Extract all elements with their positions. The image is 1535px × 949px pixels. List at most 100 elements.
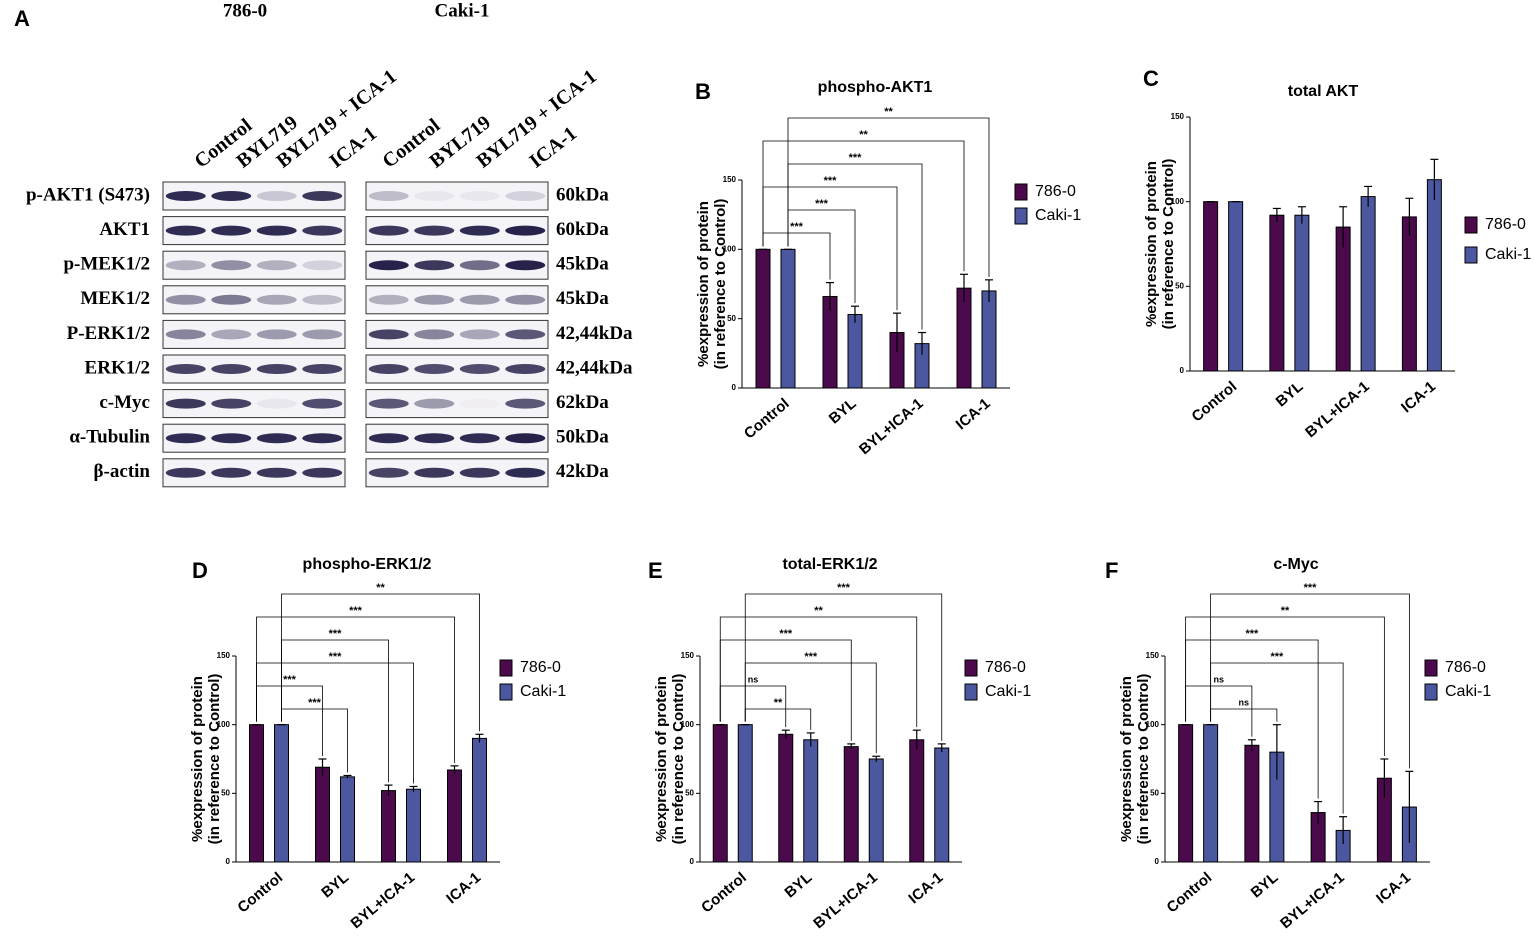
blot-band (211, 364, 252, 374)
y-tick-label: 100 (217, 720, 231, 729)
row-label: α-Tubulin (69, 427, 150, 448)
blot-band (165, 467, 206, 478)
row-label: P-ERK1/2 (67, 323, 150, 344)
blot-band (505, 398, 546, 409)
blot-band (505, 329, 546, 340)
error-bar (1297, 206, 1306, 224)
significance-label: ** (884, 106, 893, 118)
error-bar (1405, 770, 1414, 843)
blot-band (414, 225, 455, 236)
bar (447, 769, 462, 863)
blot-band (211, 294, 252, 305)
bar (249, 724, 264, 863)
x-tick-label: BYL+ICA-1 (1277, 869, 1348, 932)
y-axis-label: (in reference to Control) (1160, 159, 1177, 330)
y-tick-label: 0 (1155, 857, 1160, 866)
error-bar (937, 743, 946, 753)
blot-band (459, 467, 500, 478)
bar (381, 790, 396, 863)
blot-band (459, 329, 500, 340)
bar (274, 724, 289, 863)
significance-bracket (1185, 685, 1253, 737)
y-tick-label: 150 (723, 175, 737, 184)
blot-band (211, 191, 252, 201)
significance-label: *** (329, 628, 343, 640)
blot-band (368, 329, 409, 340)
error-bar (384, 784, 393, 797)
bar (1203, 724, 1219, 863)
blot-band (302, 467, 343, 478)
x-tick-label: BYL+ICA-1 (1302, 378, 1373, 441)
legend-swatch (1014, 183, 1028, 201)
significance-bracket (281, 639, 389, 783)
error-bar (918, 331, 926, 355)
significance-bracket (281, 708, 348, 773)
significance-bracket (719, 639, 852, 741)
blot-band (256, 467, 297, 478)
x-tick-label: ICA-1 (905, 869, 946, 907)
size-label: 60kDa (556, 219, 609, 240)
blot-band (414, 260, 455, 271)
blot-band (414, 191, 455, 201)
bar (1335, 226, 1351, 372)
error-bar (872, 755, 881, 762)
significance-label: *** (349, 605, 363, 617)
chart-title: phospho-AKT1 (818, 79, 933, 96)
x-tick-label: BYL+ICA-1 (856, 395, 927, 458)
error-bar (450, 765, 459, 775)
blot-band (460, 399, 500, 409)
blot-band (211, 260, 252, 271)
legend-swatch (1464, 216, 1478, 234)
error-bar (781, 729, 790, 739)
x-tick-label: BYL+ICA-1 (347, 869, 418, 932)
panel-letter: A (14, 6, 30, 31)
error-bar (343, 774, 352, 779)
group-label: 786-0 (223, 0, 267, 21)
y-tick-label: 0 (226, 857, 231, 866)
legend-swatch (1014, 207, 1028, 225)
significance-bracket (1210, 593, 1410, 769)
blot-band (505, 364, 546, 374)
significance-label: ns (748, 674, 759, 684)
blot-band (302, 225, 343, 236)
bar (909, 739, 925, 863)
blot-band (165, 433, 206, 444)
error-bar (893, 312, 901, 352)
blot-band (368, 260, 409, 271)
panel-letter: C (1143, 66, 1159, 91)
blot-band (256, 433, 297, 444)
bar (315, 766, 330, 863)
y-tick-label: 150 (681, 651, 695, 660)
bar (1294, 214, 1310, 372)
legend-label: 786-0 (985, 659, 1026, 676)
error-bar (826, 282, 834, 311)
bar (737, 724, 753, 863)
size-label: 45kDa (556, 288, 609, 309)
blot-band (211, 398, 252, 409)
blot-band (368, 467, 409, 478)
blot-band (165, 398, 206, 409)
bar (1244, 744, 1260, 863)
y-axis-label: (in reference to Control) (712, 199, 729, 370)
error-bar (318, 758, 327, 776)
significance-bracket (787, 209, 856, 304)
bar (712, 724, 728, 863)
bar (472, 737, 487, 863)
chart-title: phospho-ERK1/2 (303, 556, 432, 573)
legend-label: 786-0 (520, 659, 561, 676)
significance-label: *** (1270, 651, 1284, 663)
y-tick-label: 100 (1171, 197, 1185, 206)
significance-label: ** (376, 582, 385, 594)
significance-label: ** (814, 605, 823, 617)
error-bar (1339, 816, 1348, 845)
legend-label: Caki-1 (1035, 207, 1081, 224)
error-bar (1314, 800, 1323, 824)
y-tick-label: 50 (221, 788, 230, 797)
x-tick-label: Control (234, 869, 286, 916)
y-axis-label: (in reference to Control) (670, 674, 687, 845)
size-label: 42kDa (556, 461, 609, 482)
bar (406, 788, 421, 863)
y-tick-label: 0 (732, 383, 737, 392)
size-label: 50kDa (556, 427, 609, 448)
y-axis-label: %expression of protein (1143, 161, 1160, 327)
